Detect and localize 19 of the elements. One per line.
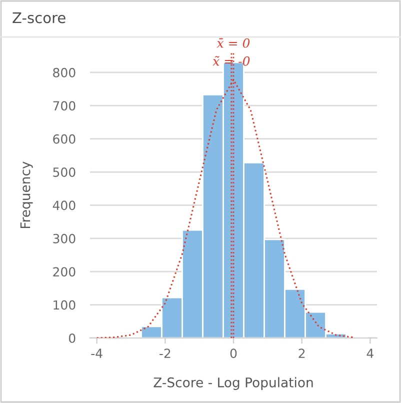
x-tick-label: 4: [366, 348, 374, 358]
y-tick-label: 600: [53, 134, 76, 144]
ref-line-label: x̃ = -0: [212, 56, 250, 66]
y-tick-label: 100: [54, 300, 76, 310]
x-tick-label: -4: [91, 348, 102, 358]
x-tick-label: -2: [160, 348, 170, 358]
x-tick-label: 2: [298, 348, 305, 358]
y-tick-label: 0: [68, 333, 76, 343]
x-axis-title: Z-Score - Log Population: [154, 377, 313, 390]
y-tick-label: 700: [53, 101, 76, 111]
x-tick-label: 0: [230, 348, 237, 358]
ref-line-label: x̄ = 0: [216, 38, 250, 48]
chart-title: Z-score: [12, 12, 66, 24]
y-tick-label: 800: [53, 68, 76, 78]
y-tick-label: 400: [52, 200, 76, 210]
y-tick-label: 500: [53, 167, 76, 177]
y-tick-label: 200: [53, 267, 76, 277]
y-tick-label: 300: [53, 234, 76, 244]
y-axis-title: Frequency: [20, 162, 33, 228]
